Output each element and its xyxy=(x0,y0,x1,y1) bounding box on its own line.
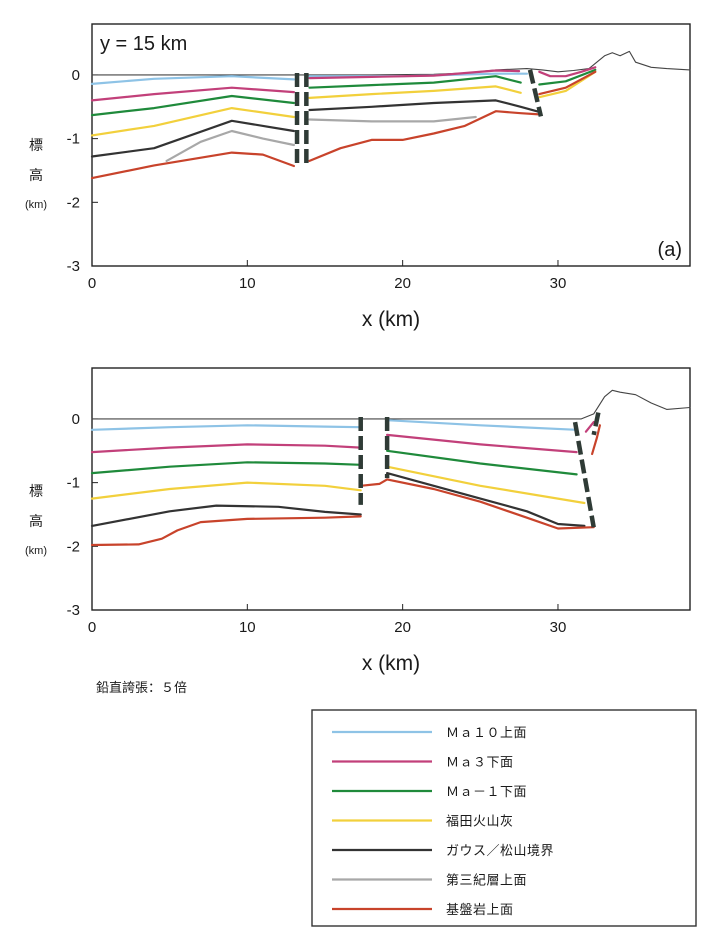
plot-frame-b xyxy=(91,367,691,611)
series-line-a-8 xyxy=(538,68,597,86)
cross-section-panel-b: 0 10 20 30 0 -1 -2 -3 x (km) 標 高 (km) xyxy=(25,367,691,675)
fault-line-a-2 xyxy=(527,69,544,117)
fault-line-b-2 xyxy=(572,421,596,528)
vertical-exaggeration-note: 鉛直誇張：５倍 xyxy=(96,680,187,695)
y-tick-label-a-2: -2 xyxy=(67,194,80,211)
y-axis-label-b-2: 高 xyxy=(29,513,43,529)
series-line-a-13 xyxy=(308,99,541,113)
series-line-a-4 xyxy=(308,69,521,80)
series-line-b-2 xyxy=(386,419,578,431)
series-line-b-6 xyxy=(90,461,362,475)
x-tick-label-b-0: 0 xyxy=(88,619,96,636)
series-line-a-15 xyxy=(308,115,477,123)
series-line-b-8 xyxy=(90,481,362,500)
series-line-a-1 xyxy=(90,75,295,85)
series-line-b-7 xyxy=(386,449,578,476)
series-line-b-0 xyxy=(91,389,691,420)
series-line-a-12 xyxy=(90,119,295,158)
y-axis-label-b-3: (km) xyxy=(25,545,47,557)
horizon-lines-b xyxy=(90,389,691,547)
y-tick-label-a-3: -3 xyxy=(67,258,80,275)
legend-box xyxy=(311,709,697,927)
x-tick-label-b-3: 30 xyxy=(550,619,567,636)
series-line-b-9 xyxy=(386,465,586,505)
y-tick-label-b-1: -1 xyxy=(67,475,80,492)
series-line-b-4 xyxy=(386,433,578,454)
series-line-b-13 xyxy=(359,478,595,530)
y-axis-label-a-2: 高 xyxy=(29,167,43,183)
cross-section-panel-a: 0 10 20 300-1-2-3 y = 15 km (a) x (km) 標 高 … xyxy=(25,23,691,331)
series-line-a-18 xyxy=(538,70,597,96)
series-line-b-3 xyxy=(90,443,362,454)
series-line-a-14 xyxy=(165,129,295,162)
legend-label-6: 基盤岩上面 xyxy=(446,902,514,917)
fault-line-b-3 xyxy=(591,412,601,436)
y-tick-label-a-1: -1 xyxy=(67,131,80,148)
legend-label-0: Ｍａ１０上面 xyxy=(446,725,527,740)
axis-ticks-b: 0 10 20 30 0 -1 -2 -3 xyxy=(67,411,567,636)
y-tick-label-b-3: -3 xyxy=(67,602,80,619)
x-tick-label-a-3: 30 xyxy=(550,275,567,292)
series-line-a-9 xyxy=(90,107,295,137)
series-line-a-5 xyxy=(538,66,597,78)
horizon-lines-a xyxy=(90,50,691,180)
legend: Ｍａ１０上面 Ｍａ３下面 Ｍａ－１下面福田火山灰ガウス／松山境界第三紀層上面基盤岩上… xyxy=(311,709,697,927)
y-tick-label-b-0: 0 xyxy=(72,411,80,428)
fault-lines-b xyxy=(358,412,601,528)
x-axis-label-b: x (km) xyxy=(362,652,420,675)
series-line-a-10 xyxy=(308,85,522,99)
legend-label-4: ガウス／松山境界 xyxy=(446,843,554,858)
x-axis-label-a: x (km) xyxy=(362,308,420,331)
series-line-b-5 xyxy=(584,421,595,433)
x-tick-label-b-1: 10 xyxy=(239,619,256,636)
legend-label-5: 第三紀層上面 xyxy=(446,873,527,888)
x-tick-label-a-1: 10 xyxy=(239,275,256,292)
legend-label-1: Ｍａ３下面 xyxy=(446,755,514,770)
series-line-a-3 xyxy=(90,86,295,102)
y-axis-label-a-3: (km) xyxy=(25,199,47,211)
series-line-b-14 xyxy=(591,424,601,456)
series-line-a-7 xyxy=(308,75,522,89)
series-line-a-17 xyxy=(308,110,541,162)
panel-title-a: y = 15 km xyxy=(100,33,187,55)
series-line-a-6 xyxy=(90,94,295,117)
series-line-b-11 xyxy=(386,472,586,527)
plot-frame-a xyxy=(91,23,691,267)
series-line-b-12 xyxy=(90,515,362,547)
axis-ticks-a: 0 10 20 30 0 -1 -2 -3 xyxy=(67,67,567,292)
legend-label-2: Ｍａ－１下面 xyxy=(446,784,527,799)
series-line-a-16 xyxy=(90,151,295,180)
series-line-b-10 xyxy=(90,504,362,527)
y-tick-label-a-0: 0 xyxy=(72,67,80,84)
panel-letter-a: (a) xyxy=(658,239,682,261)
y-axis-label-b-1: 標 xyxy=(29,483,43,499)
x-tick-label-a-0: 0 xyxy=(88,275,96,292)
y-axis-label-a-1: 標 xyxy=(29,137,43,153)
x-tick-label-b-2: 20 xyxy=(394,619,411,636)
x-tick-label-a-2: 20 xyxy=(394,275,411,292)
legend-items: Ｍａ１０上面 Ｍａ３下面 Ｍａ－１下面福田火山灰ガウス／松山境界第三紀層上面基盤岩上… xyxy=(332,725,554,917)
series-line-b-1 xyxy=(90,424,362,431)
y-tick-label-b-2: -2 xyxy=(67,538,80,555)
fault-lines-a xyxy=(294,69,544,167)
legend-label-3: 福田火山灰 xyxy=(446,814,514,829)
